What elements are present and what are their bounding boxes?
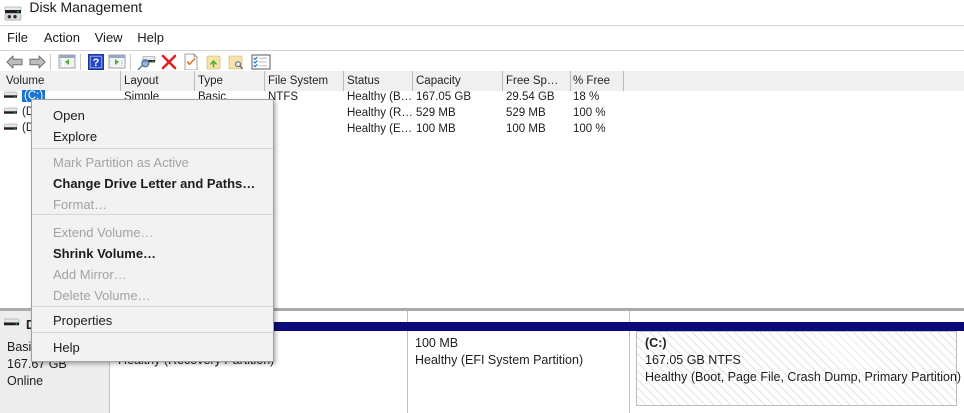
svg-text:?: ? (93, 57, 100, 69)
